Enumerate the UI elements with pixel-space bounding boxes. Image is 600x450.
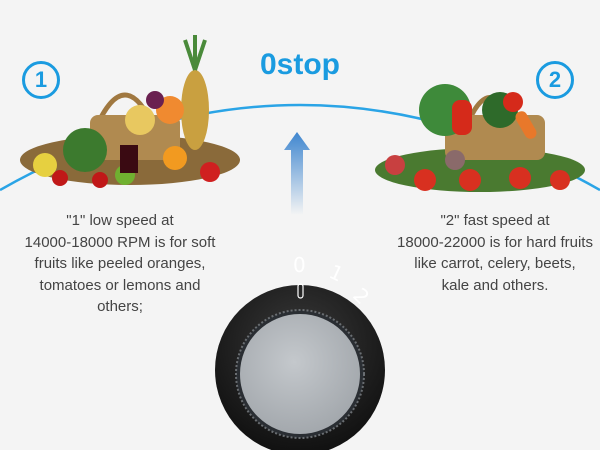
mode-2-badge: 2 [536,61,574,99]
desc-line: 14000-18000 RPM is for soft [24,233,216,251]
vegetable-basket-image [375,84,585,192]
dial-label-0: 0 [293,253,306,277]
fruit-basket-image [20,35,240,188]
desc-line: tomatoes or lemons and [39,276,201,294]
mode-1-badge: 1 [22,61,60,99]
desc-line: others; [97,298,143,315]
desc-line: 18000-22000 is for hard fruits [397,233,593,251]
desc-line: "2" fast speed at [440,212,550,229]
desc-line: like carrot, celery, beets, [414,255,576,272]
mode-2-description: "2" fast speed at 18000-22000 is for har… [375,210,600,296]
desc-line: "1" low speed at [66,212,174,229]
up-arrow-icon [284,132,310,215]
desc-line: fruits like peeled oranges, [34,255,206,272]
speed-knob[interactable] [215,283,385,450]
stop-title: 0stop [259,48,340,81]
desc-line: kale and others. [441,276,549,294]
mode-1-description: "1" low speed at 14000-18000 RPM is for … [0,210,240,318]
